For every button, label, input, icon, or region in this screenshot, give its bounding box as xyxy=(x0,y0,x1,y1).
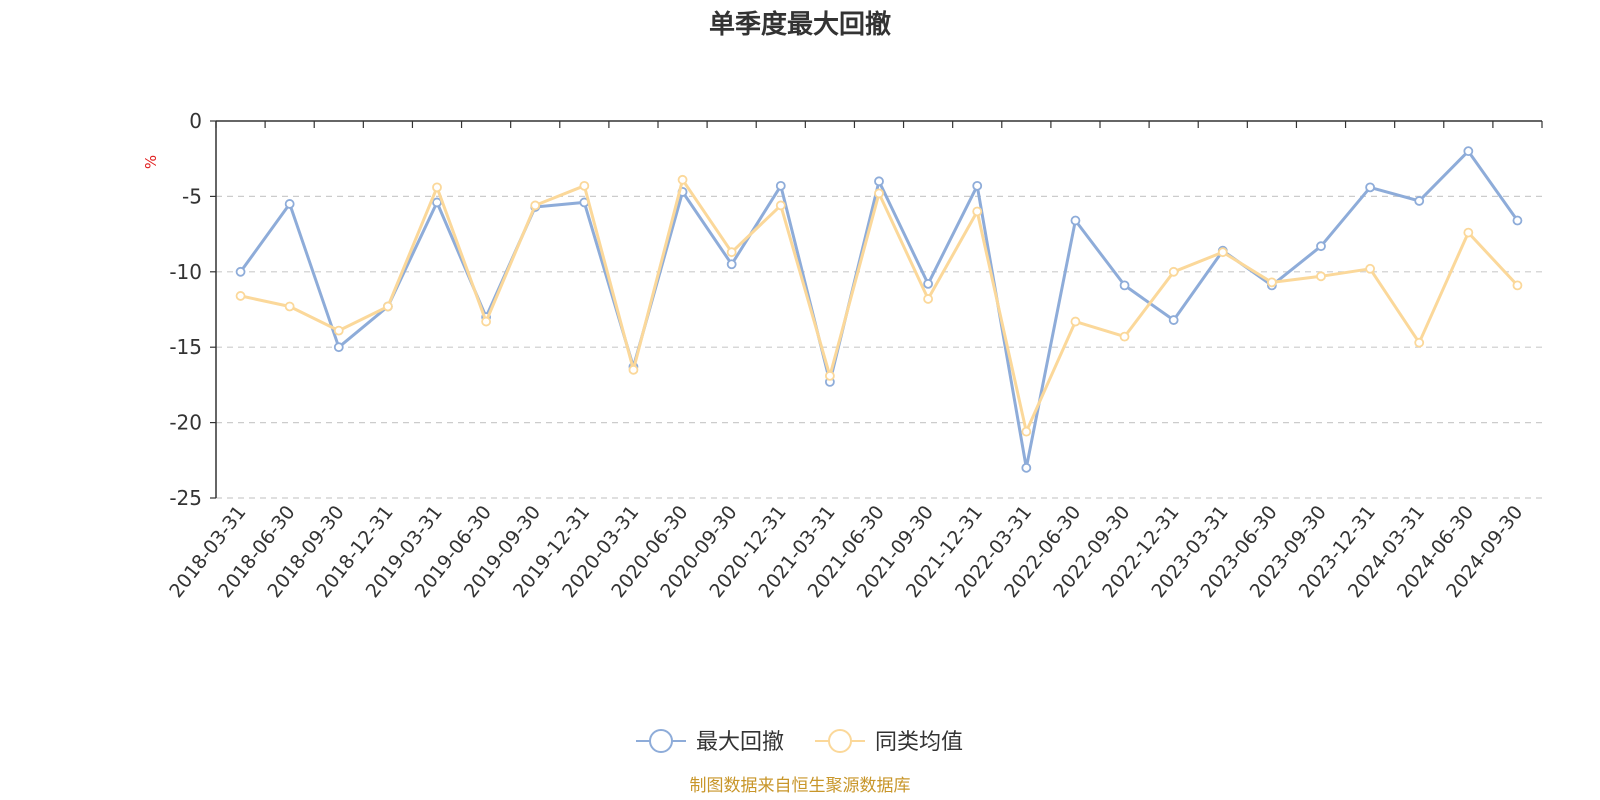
legend-marker-icon xyxy=(828,729,852,753)
data-point[interactable] xyxy=(235,266,246,277)
data-point[interactable] xyxy=(923,278,934,289)
legend-marker-icon xyxy=(649,729,673,753)
y-tick-label: -25 xyxy=(169,486,202,510)
data-point[interactable] xyxy=(284,199,295,209)
data-point[interactable] xyxy=(972,206,983,217)
y-tick-label: 0 xyxy=(189,109,202,133)
data-point[interactable] xyxy=(382,301,393,312)
data-point[interactable] xyxy=(1316,271,1326,282)
data-point[interactable] xyxy=(1316,241,1326,252)
y-tick-label: -5 xyxy=(182,184,202,208)
data-point[interactable] xyxy=(775,200,786,211)
y-axis: 0 -5 -10 -15 -20 -25 xyxy=(169,109,217,510)
data-point[interactable] xyxy=(874,176,884,187)
data-point[interactable] xyxy=(481,316,492,327)
data-point[interactable] xyxy=(1414,196,1425,206)
chart-title: 单季度最大回撤 xyxy=(709,9,891,40)
data-point[interactable] xyxy=(1119,331,1130,342)
data-point[interactable] xyxy=(1217,247,1228,258)
source-note: 制图数据来自恒生聚源数据库 xyxy=(690,776,911,796)
legend-item[interactable]: 同类均值 xyxy=(815,729,963,755)
data-point[interactable] xyxy=(677,174,688,185)
data-point[interactable] xyxy=(579,180,590,191)
data-point[interactable] xyxy=(1119,280,1130,291)
data-point[interactable] xyxy=(1021,426,1032,437)
data-point[interactable] xyxy=(1266,277,1277,288)
y-tick-label: -20 xyxy=(169,411,202,435)
data-point[interactable] xyxy=(726,259,737,270)
y-tick-label: -15 xyxy=(169,335,202,359)
data-point[interactable] xyxy=(824,370,835,381)
legend-label: 最大回撤 xyxy=(696,730,784,755)
legend: 最大回撤 同类均值 xyxy=(636,729,963,755)
data-point[interactable] xyxy=(333,342,344,353)
data-point[interactable] xyxy=(1168,266,1179,277)
data-point[interactable] xyxy=(432,197,442,208)
data-point[interactable] xyxy=(775,180,786,191)
x-axis: 2018-03-312018-06-302018-09-302018-12-31… xyxy=(165,120,1543,602)
series-group xyxy=(235,146,1523,473)
legend-item[interactable]: 最大回撤 xyxy=(636,729,784,755)
data-point[interactable] xyxy=(432,182,442,193)
data-point[interactable] xyxy=(1021,462,1032,473)
data-point[interactable] xyxy=(726,247,737,258)
data-point[interactable] xyxy=(530,200,541,211)
data-point[interactable] xyxy=(1365,263,1376,274)
data-point[interactable] xyxy=(972,180,983,191)
data-point[interactable] xyxy=(1512,215,1523,226)
data-point[interactable] xyxy=(1414,337,1425,348)
data-point[interactable] xyxy=(1512,280,1523,291)
data-point[interactable] xyxy=(874,188,884,199)
data-point[interactable] xyxy=(1365,182,1376,193)
series xyxy=(235,174,1523,437)
data-point[interactable] xyxy=(1168,315,1179,325)
data-point[interactable] xyxy=(923,294,934,304)
data-point[interactable] xyxy=(1463,227,1474,238)
data-point[interactable] xyxy=(235,291,246,301)
data-point[interactable] xyxy=(1463,146,1474,157)
data-point[interactable] xyxy=(1070,215,1081,226)
data-point[interactable] xyxy=(628,364,639,375)
series-line xyxy=(240,178,1519,434)
legend-label: 同类均值 xyxy=(875,730,963,755)
y-axis-unit: % xyxy=(142,155,160,169)
data-point[interactable] xyxy=(1070,316,1081,327)
y-tick-label: -10 xyxy=(169,260,202,284)
data-point[interactable] xyxy=(333,325,344,336)
data-point[interactable] xyxy=(284,301,295,312)
